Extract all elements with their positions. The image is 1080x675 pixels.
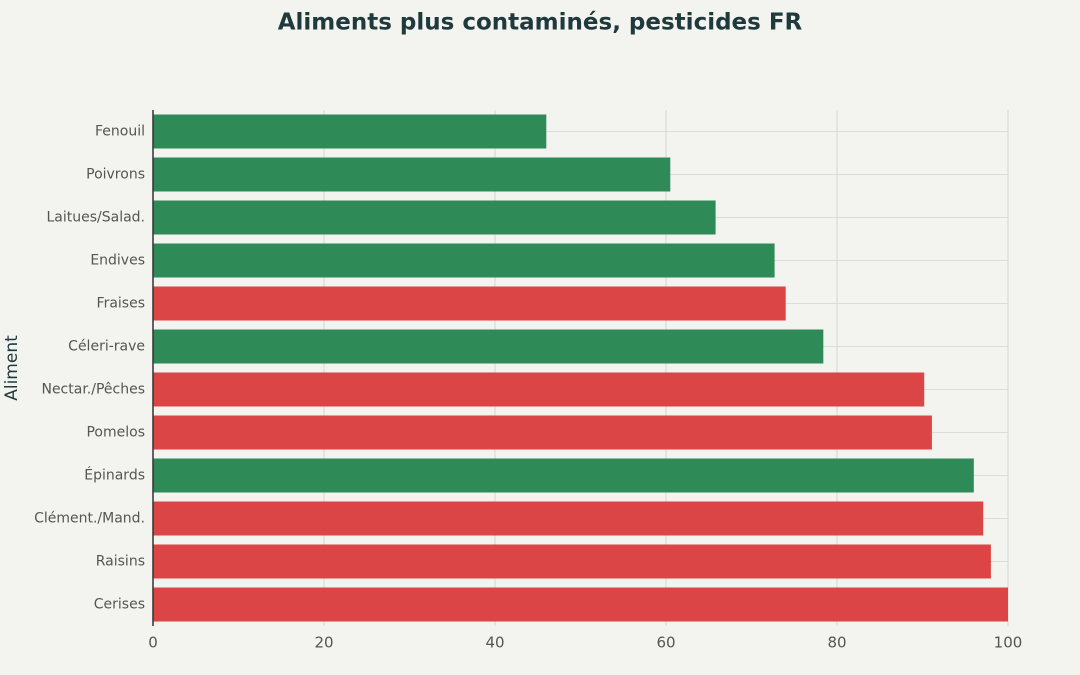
bar: [153, 544, 991, 579]
x-tick-label: 20: [314, 634, 333, 652]
y-tick-label: Endives: [90, 253, 145, 269]
y-tick-label: Pomelos: [86, 425, 145, 441]
chart-title: Aliments plus contaminés, pesticides FR: [278, 10, 803, 36]
bar: [153, 458, 974, 493]
x-tick-label: 60: [656, 634, 675, 652]
y-axis-title: Aliment: [2, 335, 22, 401]
x-tick-label: 100: [994, 634, 1023, 652]
y-tick-label: Céleri-rave: [68, 339, 145, 355]
y-tick-label: Laitues/Salad.: [46, 210, 145, 226]
y-tick-label: Fenouil: [95, 124, 145, 140]
x-tick-label: 0: [148, 634, 158, 652]
bar: [153, 415, 932, 450]
y-tick-label: Cerises: [94, 597, 145, 613]
bar: [153, 372, 925, 407]
bar: [153, 587, 1008, 622]
x-tick-label: 40: [485, 634, 504, 652]
bar: [153, 501, 984, 536]
y-tick-label: Fraises: [97, 296, 145, 312]
y-tick-label: Raisins: [96, 554, 145, 570]
bar: [153, 157, 671, 192]
bar: [153, 243, 775, 278]
bar: [153, 329, 824, 364]
x-tick-label: 80: [827, 634, 846, 652]
y-tick-label: Clément./Mand.: [34, 511, 145, 527]
y-tick-label: Nectar./Pêches: [41, 382, 145, 398]
bar: [153, 114, 547, 149]
bar: [153, 286, 786, 321]
y-tick-label: Épinards: [84, 467, 145, 484]
bar: [153, 200, 716, 235]
y-tick-label: Poivrons: [86, 167, 145, 183]
